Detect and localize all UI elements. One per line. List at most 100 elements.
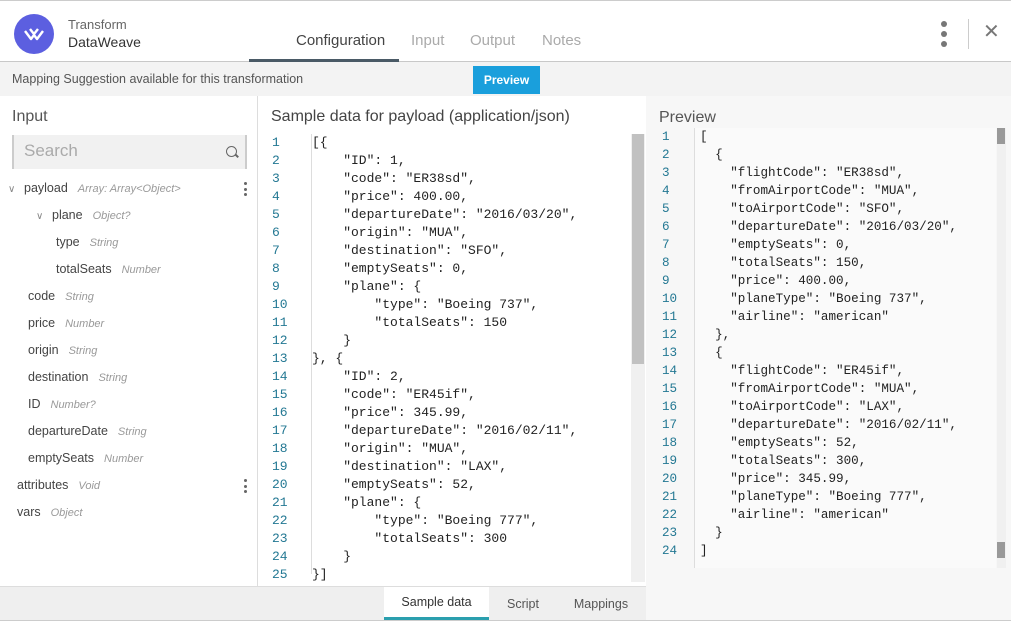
line-number: 25 xyxy=(272,567,288,582)
suggestion-text: Mapping Suggestion available for this tr… xyxy=(12,72,304,86)
code-line: "departureDate": "2016/02/11", xyxy=(700,418,957,432)
code-line: [ xyxy=(700,130,708,144)
preview-scrollbar[interactable] xyxy=(997,128,1006,568)
tab-input[interactable]: Input xyxy=(411,32,445,49)
code-line: "departureDate": "2016/02/11", xyxy=(312,423,578,438)
tree-item-code[interactable]: code String xyxy=(28,289,94,303)
close-icon[interactable]: ✕ xyxy=(983,21,1000,43)
line-number: 22 xyxy=(662,508,678,522)
code-line: "toAirportCode": "LAX", xyxy=(700,400,905,414)
input-panel-title: Input xyxy=(12,108,48,125)
line-number: 2 xyxy=(662,148,670,162)
line-number: 8 xyxy=(662,256,670,270)
line-number: 13 xyxy=(272,351,288,366)
line-number: 20 xyxy=(662,472,678,486)
code-line: "ID": 1, xyxy=(312,153,406,168)
line-number: 23 xyxy=(662,526,678,540)
tree-item-departureDate[interactable]: departureDate String xyxy=(28,424,147,438)
chevron-down-icon[interactable]: ∨ xyxy=(8,184,16,195)
code-line: "code": "ER38sd", xyxy=(312,171,476,186)
code-line: }] xyxy=(312,567,328,582)
footer-border xyxy=(0,620,1011,626)
tree-item-type: String xyxy=(65,291,94,303)
header: Transform DataWeave Configuration Input … xyxy=(0,0,1011,62)
code-line: "totalSeats": 150 xyxy=(312,315,508,330)
tree-item-price[interactable]: price Number xyxy=(28,316,104,330)
search-box[interactable] xyxy=(12,135,247,169)
line-number: 23 xyxy=(272,531,288,546)
line-number: 12 xyxy=(272,333,288,348)
bottom-tab-bar: Sample data Script Mappings xyxy=(0,586,646,626)
sample-data-title: Sample data for payload (application/jso… xyxy=(271,108,570,125)
line-number: 9 xyxy=(272,279,280,294)
tree-item-vars[interactable]: vars Object xyxy=(17,505,82,519)
code-line: "totalSeats": 300 xyxy=(312,531,508,546)
line-number: 4 xyxy=(272,189,280,204)
line-number: 11 xyxy=(662,310,678,324)
dataweave-logo-icon xyxy=(14,14,54,54)
line-number: 17 xyxy=(272,423,288,438)
code-line: ] xyxy=(700,544,708,558)
tree-item-type: Object xyxy=(50,507,83,519)
line-number: 12 xyxy=(662,328,678,342)
line-number: 6 xyxy=(662,220,670,234)
line-number: 20 xyxy=(272,477,288,492)
tab-configuration[interactable]: Configuration xyxy=(296,32,386,49)
line-number: 18 xyxy=(272,441,288,456)
code-line: "plane": { xyxy=(312,495,422,510)
kebab-icon[interactable] xyxy=(940,21,948,47)
kebab-icon[interactable] xyxy=(243,182,247,196)
preview-button[interactable]: Preview xyxy=(473,66,540,94)
line-number: 5 xyxy=(272,207,280,222)
code-line: "destination": "SFO", xyxy=(312,243,508,258)
line-number: 7 xyxy=(272,243,280,258)
code-line: "price": 345.99, xyxy=(700,472,852,486)
code-line: "destination": "LAX", xyxy=(312,459,508,474)
code-line: } xyxy=(312,549,352,564)
tab-output[interactable]: Output xyxy=(470,32,516,49)
line-number: 4 xyxy=(662,184,670,198)
tree-item-label: plane xyxy=(52,208,83,222)
tree-item-payload[interactable]: ∨ payload Array: Array<Object> xyxy=(8,181,181,195)
code-line: } xyxy=(312,333,352,348)
code-line: "emptySeats": 52, xyxy=(312,477,476,492)
chevron-down-icon[interactable]: ∨ xyxy=(36,211,44,222)
code-line: "airline": "american" xyxy=(700,310,889,324)
tree-item-totalSeats[interactable]: totalSeats Number xyxy=(56,262,161,276)
sample-data-panel: Sample data for payload (application/jso… xyxy=(258,96,646,626)
tree-item-attributes[interactable]: attributes Void xyxy=(17,478,100,492)
tab-notes[interactable]: Notes xyxy=(542,32,582,49)
active-tab-indicator xyxy=(249,59,399,62)
code-line: "emptySeats": 0, xyxy=(700,238,852,252)
tree-item-label: totalSeats xyxy=(56,262,112,276)
tree-item-label: code xyxy=(28,289,56,303)
kebab-icon[interactable] xyxy=(243,479,247,493)
tree-item-origin[interactable]: origin String xyxy=(28,343,97,357)
tree-item-plane[interactable]: ∨ plane Object? xyxy=(36,208,131,222)
tree-item-destination[interactable]: destination String xyxy=(28,370,127,384)
code-line: "origin": "MUA", xyxy=(312,225,469,240)
code-line: "price": 400.00, xyxy=(700,274,852,288)
tab-script[interactable]: Script xyxy=(507,596,539,611)
line-number: 21 xyxy=(662,490,678,504)
editor-scrollbar-thumb[interactable] xyxy=(632,134,644,364)
search-input[interactable] xyxy=(24,141,214,161)
code-line: { xyxy=(700,346,723,360)
code-line: "departureDate": "2016/03/20", xyxy=(700,220,957,234)
code-line: "price": 400.00, xyxy=(312,189,469,204)
search-icon[interactable] xyxy=(226,146,237,157)
code-line: }, xyxy=(700,328,731,342)
tree-item-label: origin xyxy=(28,343,59,357)
tree-item-ID[interactable]: ID Number? xyxy=(28,397,96,411)
line-number: 19 xyxy=(662,454,678,468)
tree-item-emptySeats[interactable]: emptySeats Number xyxy=(28,451,143,465)
tab-sample-data[interactable]: Sample data xyxy=(384,587,489,620)
component-title: DataWeave xyxy=(68,34,141,50)
code-line: "type": "Boeing 777", xyxy=(312,513,539,528)
line-number: 18 xyxy=(662,436,678,450)
code-line: "flightCode": "ER45if", xyxy=(700,364,905,378)
tree-item-type[interactable]: type String xyxy=(56,235,118,249)
tree-item-type: String xyxy=(68,345,98,357)
tab-mappings[interactable]: Mappings xyxy=(573,596,629,611)
line-number: 17 xyxy=(662,418,678,432)
